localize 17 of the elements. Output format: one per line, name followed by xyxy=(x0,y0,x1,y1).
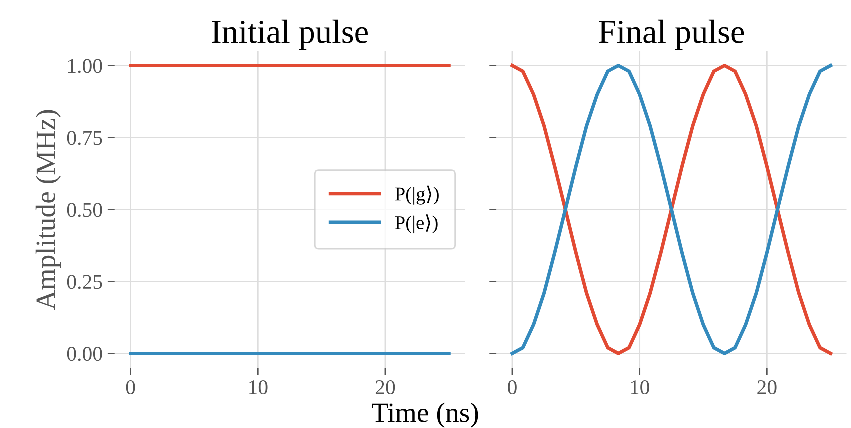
chart-title: Initial pulse xyxy=(212,20,368,50)
y-tick-label: 0.00 xyxy=(67,347,102,362)
x-tick-label: 20 xyxy=(376,380,396,395)
x-axis-title: Time (ns) xyxy=(372,402,478,428)
y-tick-label: 0.25 xyxy=(67,275,102,290)
legend-label: P(|e⟩) xyxy=(395,214,438,234)
legend-label: P(|g⟩) xyxy=(395,186,439,205)
x-tick-label: 10 xyxy=(250,380,268,395)
y-axis-title: Amplitude (MHz) xyxy=(36,110,62,310)
y-tick-label: 0.75 xyxy=(67,131,102,146)
x-tick-label: 20 xyxy=(758,380,777,395)
y-tick-label: 1.00 xyxy=(68,59,102,74)
x-tick-label: 0 xyxy=(508,380,517,395)
chart-title: Final pulse xyxy=(599,20,744,50)
y-tick-label: 0.50 xyxy=(67,203,102,218)
x-tick-label: 0 xyxy=(126,380,136,395)
x-tick-label: 10 xyxy=(631,380,650,395)
